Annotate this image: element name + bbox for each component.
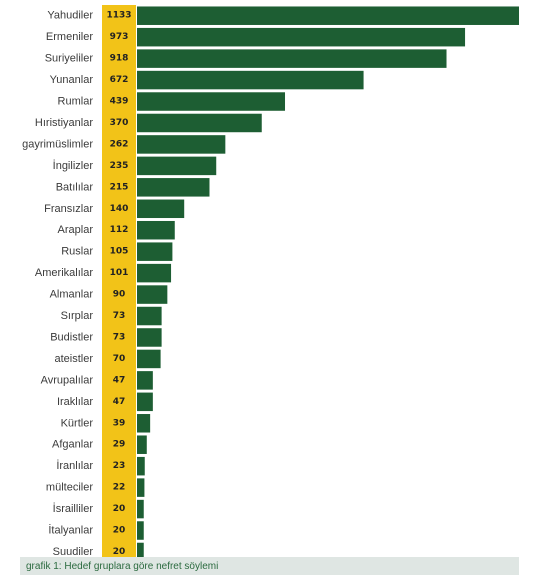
category-label: Sırplar [61,310,94,322]
category-label: Afganlar [52,439,93,451]
bar [137,371,153,390]
bar [137,306,162,326]
bar [137,92,286,111]
bar [137,49,447,68]
category-label: İsrailliler [53,502,94,515]
bar [137,478,145,497]
value-label: 39 [113,418,126,428]
value-label: 20 [113,526,126,536]
category-label: Kürtler [61,417,94,429]
value-label: 101 [110,268,129,278]
bar [137,392,153,412]
value-label: 370 [110,118,129,128]
value-label: 672 [110,75,129,85]
caption-bar: grafik 1: Hedef gruplara göre nefret söy… [20,557,519,575]
category-label: Suudiler [53,546,94,558]
value-label: 105 [110,247,129,257]
value-label: 22 [113,483,126,493]
value-label: 918 [110,54,129,64]
value-label: 23 [113,461,126,471]
category-label: Suriyeliler [45,53,94,65]
chart-caption: grafik 1: Hedef gruplara göre nefret söy… [26,560,219,572]
value-label: 73 [113,311,126,321]
bar [137,521,144,540]
category-label: Yahudiler [47,10,93,22]
bar [137,242,173,261]
category-label: gayrimüslimler [22,138,93,150]
bar [137,263,172,283]
category-label: Batılılar [56,181,94,193]
category-label: Araplar [58,224,94,236]
value-label: 262 [110,139,129,149]
category-label: İranlılar [56,459,93,472]
value-label: 140 [110,204,129,214]
value-label: 20 [113,504,126,514]
bar [137,6,519,25]
bar [137,199,185,219]
bar [137,414,151,433]
category-label: Hıristiyanlar [35,117,93,129]
category-label: İngilizler [53,159,94,172]
bar [137,349,161,369]
bar [137,178,210,197]
value-label: 29 [113,440,126,450]
value-label: 90 [113,290,126,300]
value-label: 73 [113,332,126,342]
category-label: Almanlar [50,289,94,301]
bar [137,135,226,154]
category-label: Rumlar [58,96,94,108]
category-label: mülteciler [46,482,93,494]
category-label: Avrupalılar [41,374,94,386]
bar [137,435,147,454]
value-label: 70 [113,354,126,364]
bar [137,328,162,347]
category-label: Budistler [50,331,93,343]
category-label: Ruslar [61,246,93,258]
bar [137,499,144,519]
value-label: 1133 [106,11,131,21]
bar [137,113,262,133]
category-label: Iraklılar [57,396,93,408]
category-label: Amerikalılar [35,267,93,279]
bar [137,27,466,47]
bar [137,70,364,90]
bar [137,220,175,240]
value-label: 973 [110,32,129,42]
value-label: 47 [113,397,126,407]
category-label: Ermeniler [46,31,93,43]
value-label: 47 [113,375,126,385]
category-label: Yunanlar [50,74,94,86]
category-label: İtalyanlar [48,524,93,537]
category-label: ateistler [54,353,93,365]
bar [137,156,217,176]
category-label: Fransızlar [44,203,93,215]
bar [137,456,145,476]
value-label: 112 [110,225,129,235]
value-column-background [102,5,136,563]
bar [137,542,144,562]
value-label: 439 [110,97,129,107]
value-label: 235 [110,161,129,171]
bar [137,285,168,304]
value-label: 215 [110,182,129,192]
value-label: 20 [113,547,126,557]
